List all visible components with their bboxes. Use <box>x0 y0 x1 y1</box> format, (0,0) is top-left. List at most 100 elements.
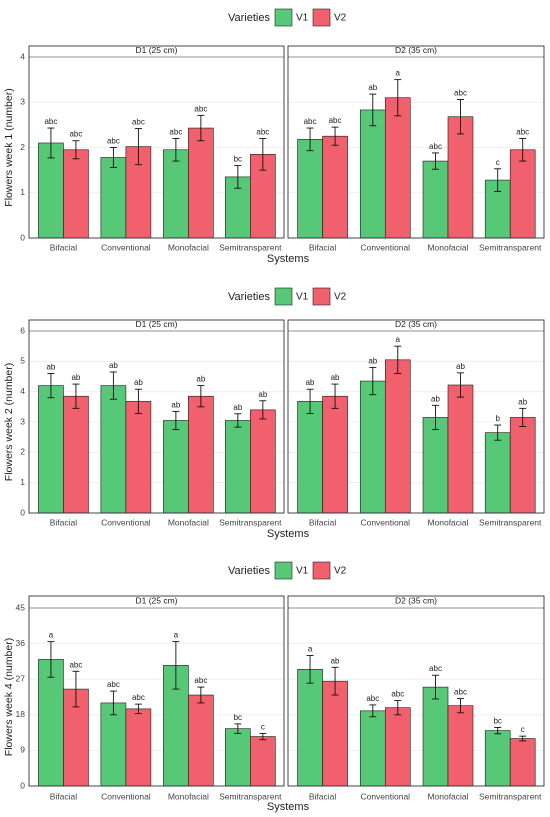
significance-letter: c <box>496 158 500 167</box>
panel-border <box>287 45 545 239</box>
x-tick-label: Semitransparent <box>219 517 282 527</box>
y-tick-label: 3 <box>20 416 25 426</box>
significance-letter: ab <box>331 656 340 665</box>
significance-letter: abc <box>454 89 467 98</box>
x-axis-label: Systems <box>267 528 310 540</box>
legend-key-v2 <box>312 561 331 580</box>
y-tick-label: 3 <box>20 97 25 107</box>
significance-letter: abc <box>132 693 145 702</box>
significance-letter: abc <box>132 117 145 126</box>
bar-v2 <box>250 409 276 514</box>
x-tick-label: Semitransparent <box>479 242 542 252</box>
bar-v2 <box>188 395 214 514</box>
bar-v2 <box>125 708 152 787</box>
y-tick-label: 4 <box>20 51 25 61</box>
bar-v2 <box>250 736 276 787</box>
bar-v1 <box>100 385 127 514</box>
legend-title: Varieties <box>228 565 270 577</box>
bar-v2 <box>447 705 474 787</box>
x-tick-label: Bifacial <box>50 517 78 527</box>
bar-v2 <box>447 384 474 514</box>
significance-letter: ab <box>171 400 180 409</box>
bar-v2 <box>63 149 89 239</box>
bar-v2 <box>384 359 411 514</box>
panel-border <box>28 45 285 239</box>
significance-letter: c <box>521 725 525 734</box>
y-tick-label: 0 <box>20 232 25 242</box>
legend-label-v2: V2 <box>334 292 347 303</box>
significance-letter: abc <box>69 660 82 669</box>
y-tick-label: 9 <box>20 745 25 755</box>
legend-key-v1 <box>274 561 293 580</box>
y-tick-label: 1 <box>20 477 25 487</box>
panel-border <box>28 319 285 514</box>
bar-v1 <box>163 149 189 239</box>
significance-letter: c <box>261 722 265 731</box>
bar-v1 <box>359 710 386 787</box>
x-tick-label: Bifacial <box>50 242 78 252</box>
chart-3: Varieties V1 V2 Flowers week 4 (number) Syst… <box>3 561 545 813</box>
significance-letter: abc <box>194 104 207 113</box>
bar-v1 <box>297 139 323 239</box>
significance-letter: ab <box>233 403 242 412</box>
panel-2: D2 (35 cm) ab ab Bifacial ab a Conventional ab a… <box>287 319 545 527</box>
panel-border <box>287 319 545 514</box>
bar-v1 <box>100 157 127 239</box>
bar-v1 <box>225 420 251 514</box>
bar-v2 <box>509 738 536 787</box>
significance-letter: ab <box>456 362 465 371</box>
y-tick-label: 4 <box>20 386 25 396</box>
x-tick-label: Bifacial <box>309 242 337 252</box>
significance-letter: abc <box>391 690 404 699</box>
legend: Varieties V1 V2 <box>228 8 347 27</box>
bar-v1 <box>422 686 449 787</box>
significance-letter: a <box>174 631 179 640</box>
bar-v1 <box>225 728 251 787</box>
facet-label: D2 (35 cm) <box>395 319 437 329</box>
x-axis-label: Systems <box>267 801 310 813</box>
y-tick-label: 2 <box>20 447 25 457</box>
significance-letter: bc <box>493 716 501 725</box>
bar-v1 <box>100 702 127 787</box>
x-tick-label: Conventional <box>101 517 151 527</box>
bar-v1 <box>163 420 189 514</box>
significance-letter: abc <box>107 680 120 689</box>
x-tick-label: Monofacial <box>427 791 468 801</box>
significance-letter: abc <box>454 688 467 697</box>
y-tick-label: 6 <box>20 325 25 335</box>
significance-letter: ab <box>109 361 118 370</box>
x-tick-label: Bifacial <box>50 791 78 801</box>
significance-letter: abc <box>169 127 182 136</box>
panel-1: D1 (25 cm) ab ab Bifacial ab ab Conventional ab… <box>28 319 285 527</box>
significance-letter: ab <box>431 394 440 403</box>
facet-label: D1 (25 cm) <box>135 319 177 329</box>
legend-label-v2: V2 <box>334 566 347 577</box>
y-axis-label: Flowers week 2 (number) <box>3 363 15 481</box>
y-tick-label: 36 <box>16 638 26 648</box>
bar-v2 <box>509 417 536 514</box>
panel-2: D2 (35 cm) abc abc Bifacial ab a Conventional a… <box>287 45 545 252</box>
x-tick-label: Monofacial <box>427 242 468 252</box>
significance-letter: ab <box>518 397 527 406</box>
bar-v1 <box>484 730 511 787</box>
bar-v2 <box>63 395 89 514</box>
x-tick-label: Conventional <box>101 242 151 252</box>
x-tick-label: Conventional <box>360 242 410 252</box>
legend-label-v2: V2 <box>334 13 347 24</box>
significance-letter: ab <box>258 390 267 399</box>
significance-letter: ab <box>368 83 377 92</box>
bar-v2 <box>509 149 536 239</box>
facet-label: D2 (35 cm) <box>395 595 437 605</box>
y-tick-label: 27 <box>16 673 26 683</box>
significance-letter: abc <box>69 130 82 139</box>
y-tick-label: 1 <box>20 187 25 197</box>
legend-key-v2 <box>312 287 331 306</box>
significance-letter: a <box>49 631 54 640</box>
bar-v2 <box>322 680 348 787</box>
legend-key-v1 <box>274 8 293 27</box>
significance-letter: abc <box>516 127 529 136</box>
x-tick-label: Conventional <box>360 791 410 801</box>
significance-letter: abc <box>44 117 57 126</box>
panel-2: D2 (35 cm) a ab Bifacial abc abc Conventional a… <box>287 595 545 801</box>
bar-v2 <box>188 127 214 239</box>
